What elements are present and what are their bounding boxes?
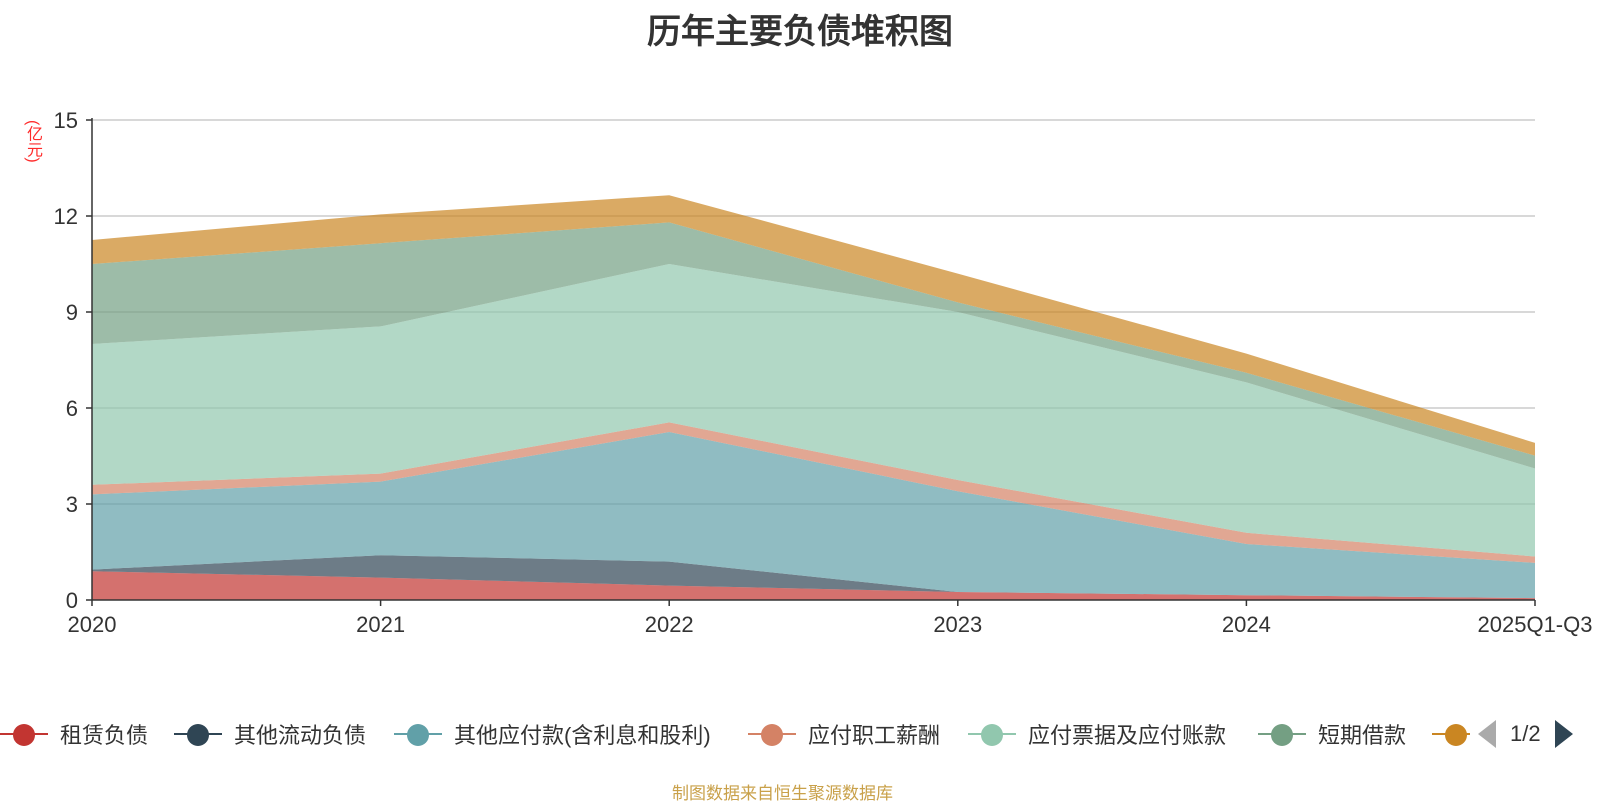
- area-series-5: [92, 222, 1535, 469]
- legend-label: 应付票据及应付账款: [1028, 723, 1227, 748]
- legend-label: 其他应付款(含利息和股利): [454, 723, 711, 748]
- area-series: [92, 195, 1535, 600]
- legend-marker-icon: [394, 724, 442, 746]
- legend-marker-icon: [0, 724, 48, 746]
- data-source-note: 制图数据来自恒生聚源数据库: [672, 784, 893, 803]
- legend-label: 其他流动负债: [234, 723, 367, 748]
- area-series-6: [92, 195, 1535, 456]
- area-series-2: [92, 432, 1535, 599]
- legend-item-employee-pay[interactable]: 应付职工薪酬: [748, 716, 940, 752]
- y-tick-label-9: 9: [66, 300, 78, 325]
- legend: 租赁负债 其他流动负债 其他应付款(含利息和股利) 应付职工薪酬 应付票据及应付…: [0, 716, 1470, 752]
- x-tick-label-0: 2020: [68, 612, 117, 637]
- legend-marker-icon: [968, 724, 1016, 746]
- x-tick-label-4: 2024: [1222, 612, 1271, 637]
- legend-item-other-current-liabilities[interactable]: 其他流动负债: [174, 716, 366, 752]
- next-page-icon[interactable]: [1554, 720, 1573, 748]
- x-tick-label-3: 2023: [933, 612, 982, 637]
- area-series-0: [92, 571, 1535, 600]
- legend-page-indicator: 1/2: [1510, 721, 1541, 746]
- x-tick-label-5: 2025Q1-Q3: [1478, 612, 1593, 637]
- legend-marker-icon: [1258, 724, 1306, 746]
- legend-marker-icon: [1432, 724, 1470, 746]
- legend-label: 租赁负债: [60, 723, 149, 748]
- x-tick-label-1: 2021: [356, 612, 405, 637]
- area-series-1: [92, 555, 1535, 599]
- legend-item-long-term-loans[interactable]: [1432, 716, 1470, 752]
- y-tick-label-3: 3: [66, 492, 78, 517]
- y-tick-label-15: 15: [54, 108, 78, 133]
- y-axis-unit-label: (亿元): [24, 120, 41, 163]
- area-series-4: [92, 264, 1535, 557]
- legend-label: 应付职工薪酬: [808, 723, 941, 748]
- legend-marker-icon: [174, 724, 222, 746]
- legend-item-other-payables[interactable]: 其他应付款(含利息和股利): [394, 716, 711, 752]
- legend-pager: 1/2: [1478, 716, 1573, 752]
- y-tick-label-12: 12: [54, 204, 78, 229]
- legend-item-notes-accounts-payable[interactable]: 应付票据及应付账款: [968, 716, 1226, 752]
- chart-title: 历年主要负债堆积图: [647, 13, 953, 51]
- x-tick-label-2: 2022: [645, 612, 694, 637]
- axes: 0 3 6 9 12 15 2020 2021 2022 2023 2024 2025Q1-Q3: [54, 108, 1593, 637]
- area-series-3: [92, 422, 1535, 563]
- legend-item-lease-liabilities[interactable]: 租赁负债: [0, 716, 148, 752]
- y-tick-label-0: 0: [66, 588, 78, 613]
- legend-marker-icon: [748, 724, 796, 746]
- prev-page-icon[interactable]: [1478, 720, 1496, 748]
- legend-label: 短期借款: [1318, 723, 1407, 748]
- legend-item-short-term-loans[interactable]: 短期借款: [1258, 716, 1406, 752]
- y-tick-label-6: 6: [66, 396, 78, 421]
